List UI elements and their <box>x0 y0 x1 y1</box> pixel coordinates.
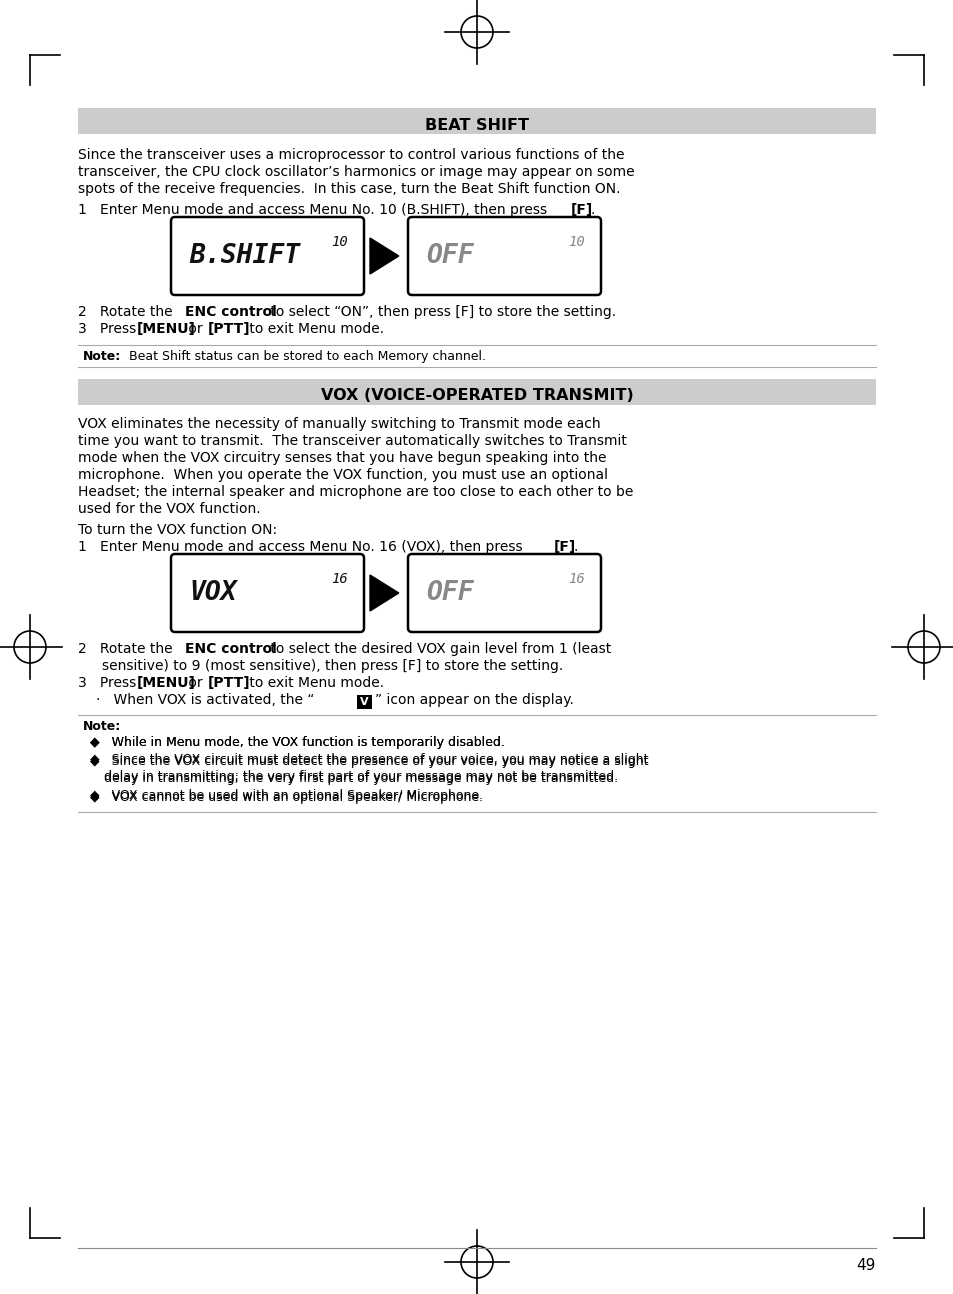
Text: To turn the VOX function ON:: To turn the VOX function ON: <box>78 523 276 537</box>
Text: [F]: [F] <box>554 540 576 554</box>
Text: 1   Enter Menu mode and access Menu No. 10 (B.SHIFT), then press: 1 Enter Menu mode and access Menu No. 10… <box>78 203 551 217</box>
Text: OFF: OFF <box>426 580 473 606</box>
Text: time you want to transmit.  The transceiver automatically switches to Transmit: time you want to transmit. The transceiv… <box>78 433 626 448</box>
Text: microphone.  When you operate the VOX function, you must use an optional: microphone. When you operate the VOX fun… <box>78 468 607 481</box>
Bar <box>78 379 875 405</box>
Text: transceiver, the CPU clock oscillator’s harmonics or image may appear on some: transceiver, the CPU clock oscillator’s … <box>78 166 634 179</box>
Text: B.SHIFT: B.SHIFT <box>189 243 300 269</box>
Text: Since the transceiver uses a microprocessor to control various functions of the: Since the transceiver uses a microproces… <box>78 148 624 162</box>
Text: [F]: [F] <box>571 203 593 217</box>
FancyBboxPatch shape <box>171 554 364 631</box>
Bar <box>78 107 875 135</box>
FancyBboxPatch shape <box>408 554 600 631</box>
Text: VOX: VOX <box>189 580 236 606</box>
Text: 2   Rotate the: 2 Rotate the <box>78 305 177 320</box>
Text: ◆   While in Menu mode, the VOX function is temporarily disabled.: ◆ While in Menu mode, the VOX function i… <box>90 736 504 749</box>
Text: V: V <box>360 697 369 707</box>
Text: to select the desired VOX gain level from 1 (least: to select the desired VOX gain level fro… <box>266 642 611 656</box>
Text: Headset; the internal speaker and microphone are too close to each other to be: Headset; the internal speaker and microp… <box>78 485 633 499</box>
Text: ENC control: ENC control <box>185 642 276 656</box>
Text: BEAT SHIFT: BEAT SHIFT <box>424 118 529 132</box>
Text: sensitive) to 9 (most sensitive), then press [F] to store the setting.: sensitive) to 9 (most sensitive), then p… <box>102 659 562 673</box>
Text: VOX (VOICE-OPERATED TRANSMIT): VOX (VOICE-OPERATED TRANSMIT) <box>320 388 633 404</box>
Text: VOX eliminates the necessity of manually switching to Transmit mode each: VOX eliminates the necessity of manually… <box>78 417 600 431</box>
Text: mode when the VOX circuitry senses that you have begun speaking into the: mode when the VOX circuitry senses that … <box>78 452 606 465</box>
Text: [PTT]: [PTT] <box>208 322 251 336</box>
Text: delay in transmitting; the very first part of your message may not be transmitte: delay in transmitting; the very first pa… <box>104 773 618 785</box>
Text: ◆   Since the VOX circuit must detect the presence of your voice, you may notice: ◆ Since the VOX circuit must detect the … <box>90 753 648 766</box>
FancyBboxPatch shape <box>171 217 364 295</box>
Text: 10: 10 <box>331 236 348 248</box>
Text: [PTT]: [PTT] <box>208 675 251 690</box>
Text: 1   Enter Menu mode and access Menu No. 16 (VOX), then press: 1 Enter Menu mode and access Menu No. 16… <box>78 540 526 554</box>
Text: to exit Menu mode.: to exit Menu mode. <box>245 675 384 690</box>
Text: delay in transmitting; the very first part of your message may not be transmitte: delay in transmitting; the very first pa… <box>104 770 618 783</box>
Text: .: . <box>590 203 595 217</box>
Text: ◆   While in Menu mode, the VOX function is temporarily disabled.: ◆ While in Menu mode, the VOX function i… <box>90 736 504 749</box>
Text: 10: 10 <box>568 236 584 248</box>
Text: Beat Shift status can be stored to each Memory channel.: Beat Shift status can be stored to each … <box>121 349 485 364</box>
Text: 49: 49 <box>856 1258 875 1273</box>
Polygon shape <box>370 238 398 274</box>
Text: .: . <box>574 540 578 554</box>
Text: used for the VOX function.: used for the VOX function. <box>78 502 260 516</box>
Text: 2   Rotate the: 2 Rotate the <box>78 642 177 656</box>
Text: spots of the receive frequencies.  In this case, turn the Beat Shift function ON: spots of the receive frequencies. In thi… <box>78 182 619 195</box>
Text: ” icon appear on the display.: ” icon appear on the display. <box>375 694 574 707</box>
Text: to exit Menu mode.: to exit Menu mode. <box>245 322 384 336</box>
Text: ◆   VOX cannot be used with an optional Speaker/ Microphone.: ◆ VOX cannot be used with an optional Sp… <box>90 789 482 802</box>
FancyBboxPatch shape <box>408 217 600 295</box>
Text: OFF: OFF <box>426 243 473 269</box>
Bar <box>356 695 372 709</box>
Text: Note:: Note: <box>83 349 121 364</box>
Text: 16: 16 <box>568 572 584 586</box>
Text: 3   Press: 3 Press <box>78 675 140 690</box>
Text: [MENU]: [MENU] <box>137 322 195 336</box>
Text: 3   Press: 3 Press <box>78 322 140 336</box>
Text: ENC control: ENC control <box>185 305 276 320</box>
Polygon shape <box>370 575 398 611</box>
Text: to select “ON”, then press [F] to store the setting.: to select “ON”, then press [F] to store … <box>266 305 616 320</box>
Text: 16: 16 <box>331 572 348 586</box>
Text: or: or <box>184 675 207 690</box>
Text: ◆   Since the VOX circuit must detect the presence of your voice, you may notice: ◆ Since the VOX circuit must detect the … <box>90 754 648 769</box>
Text: ·   When VOX is activated, the “: · When VOX is activated, the “ <box>96 694 314 707</box>
Text: or: or <box>184 322 207 336</box>
Text: [MENU]: [MENU] <box>137 675 195 690</box>
Text: Note:: Note: <box>83 719 121 732</box>
Text: ◆   VOX cannot be used with an optional Speaker/ Microphone.: ◆ VOX cannot be used with an optional Sp… <box>90 791 482 804</box>
